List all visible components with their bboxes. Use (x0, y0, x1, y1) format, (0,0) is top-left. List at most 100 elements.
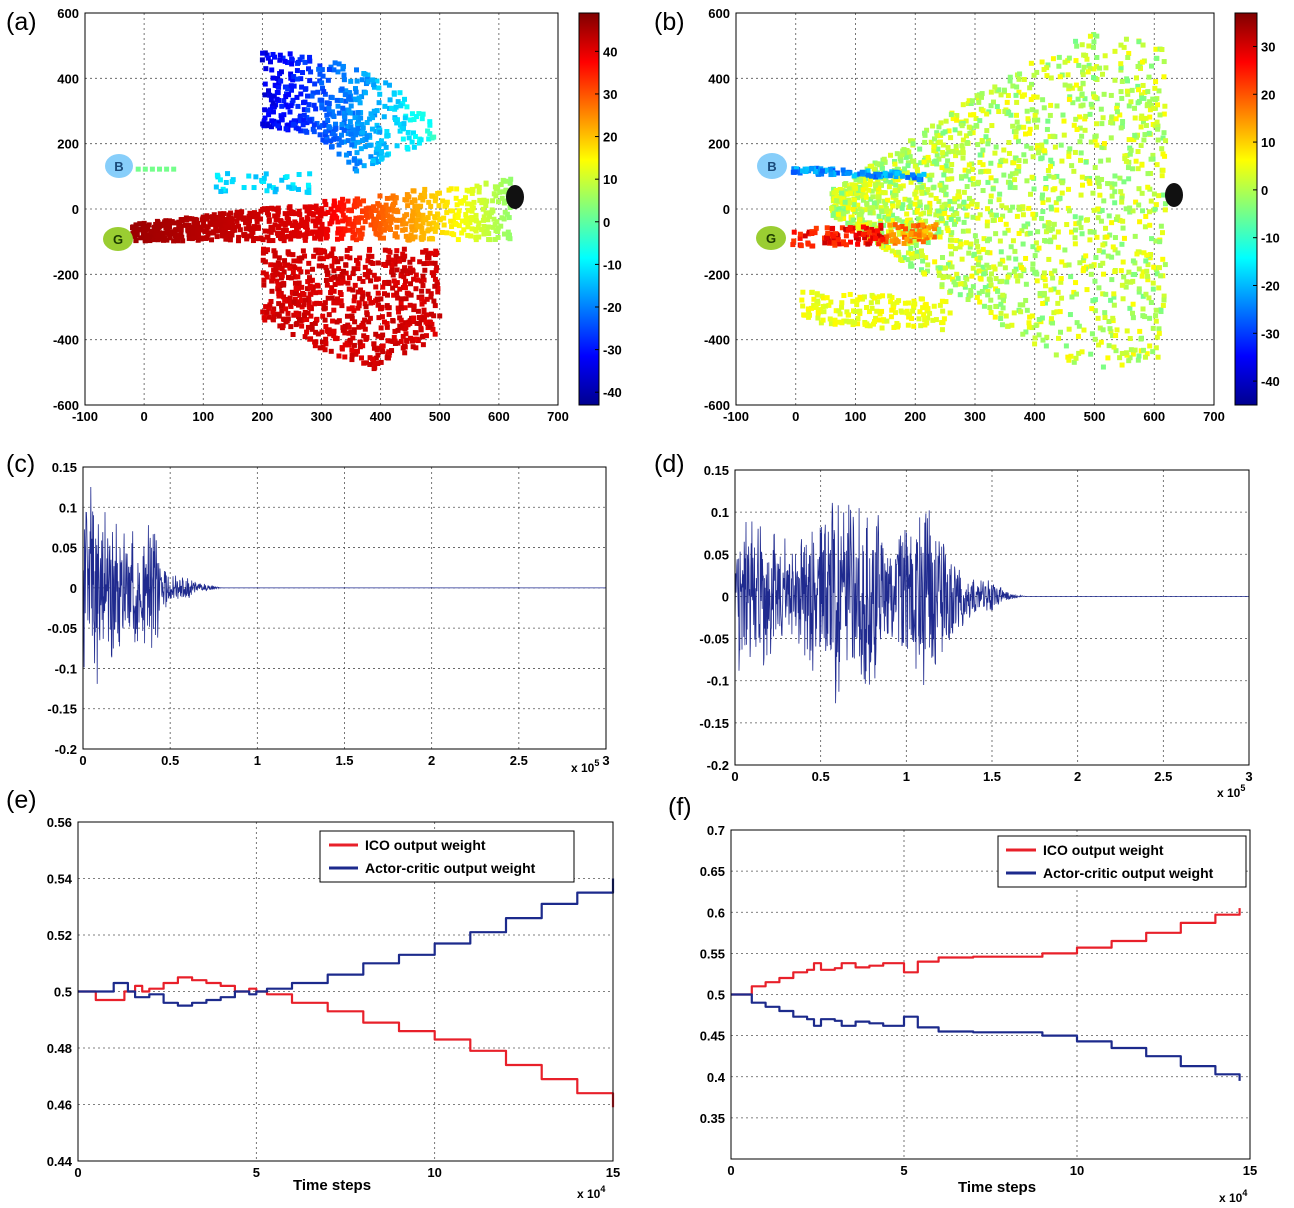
trajectory-point (1109, 220, 1115, 226)
trajectory-point (1087, 175, 1093, 181)
trajectory-point (347, 207, 353, 213)
trajectory-point (427, 319, 433, 325)
trajectory-point (1114, 109, 1120, 115)
trajectory-point (1051, 286, 1057, 292)
trajectory-point (809, 230, 815, 236)
trajectory-point (339, 132, 345, 138)
trajectory-point (406, 194, 412, 200)
trajectory-point (1153, 345, 1159, 351)
trajectory-point (971, 251, 977, 257)
trajectory-point (1025, 221, 1031, 227)
panel-f: 0 5 10 150.350.40.450.50.550.60.650.7 ICO o… (700, 823, 1258, 1205)
trajectory-point (936, 124, 942, 130)
trajectory-point (283, 94, 289, 100)
trajectory-point (271, 93, 277, 99)
x-tick-label: 0 (141, 409, 148, 424)
trajectory-point (467, 220, 473, 226)
trajectory-point (1145, 171, 1151, 177)
trajectory-point (913, 238, 919, 244)
trajectory-point (800, 289, 806, 295)
trajectory-point (906, 314, 912, 320)
trajectory-point (902, 166, 908, 172)
x-tick-label: 0.5 (812, 769, 830, 784)
trajectory-point (411, 303, 417, 309)
trajectory-point (414, 203, 420, 209)
trajectory-point (961, 189, 967, 195)
trajectory-point (997, 261, 1003, 267)
trajectory-point (406, 135, 412, 141)
trajectory-point (1059, 180, 1065, 186)
trajectory-point (260, 250, 266, 256)
trajectory-point (264, 309, 270, 315)
trajectory-point (324, 282, 330, 288)
trajectory-point (850, 217, 856, 223)
trajectory-point (403, 296, 409, 302)
multiplier-d: x 105 (1217, 783, 1245, 800)
trajectory-point (1062, 59, 1068, 65)
trajectory-point (1111, 294, 1117, 300)
trajectory-point (1143, 291, 1149, 297)
trajectory-point (824, 225, 830, 231)
trajectory-point (997, 162, 1003, 168)
trajectory-point (475, 225, 481, 231)
trajectory-point (925, 240, 931, 246)
trajectory-point (351, 308, 357, 314)
trajectory-point (959, 143, 965, 149)
trajectory-point (335, 280, 341, 286)
trajectory-point (1025, 118, 1031, 124)
trajectory-point (320, 85, 326, 91)
trajectory-point (1135, 83, 1141, 89)
trajectory-point (411, 276, 417, 282)
trajectory-point (434, 279, 440, 285)
legend-ico-f: ICO output weight (1043, 842, 1164, 858)
trajectory-point (1143, 122, 1149, 128)
trajectory-point (349, 313, 355, 319)
trajectory-point (1147, 99, 1153, 105)
trajectory-point (943, 151, 949, 157)
trajectory-point (329, 251, 335, 257)
trajectory-point (322, 131, 328, 137)
trajectory-point (971, 112, 977, 118)
trajectory-point (424, 260, 430, 266)
trajectory-point (962, 167, 968, 173)
trajectory-point (363, 304, 369, 310)
trajectory-point (849, 228, 855, 234)
trajectory-point (889, 307, 895, 313)
trajectory-point (994, 104, 1000, 110)
trajectory-point (223, 179, 229, 185)
trajectory-point (266, 108, 272, 114)
axes-frame-d (734, 469, 1250, 766)
trajectory-point (932, 136, 938, 142)
trajectory-point (251, 185, 257, 191)
trajectory-point (430, 272, 436, 278)
trajectory-point (1094, 142, 1100, 148)
trajectory-point (1160, 302, 1166, 308)
trajectory-point (251, 226, 257, 232)
series-line (78, 976, 615, 1108)
trajectory-point (1041, 274, 1047, 280)
trajectory-point (1049, 161, 1055, 167)
trajectory-point (939, 282, 945, 288)
trajectory-point (1084, 56, 1090, 62)
trajectory-point (193, 227, 199, 233)
trajectory-point (264, 188, 270, 194)
trajectory-point (1083, 113, 1089, 119)
trajectory-point (1077, 139, 1083, 145)
trajectory-point (799, 168, 805, 174)
trajectory-point (305, 107, 311, 113)
trajectory-point (992, 314, 998, 320)
trajectory-point (1031, 186, 1037, 192)
trajectory-point (1000, 258, 1006, 264)
trajectory-point (815, 310, 821, 316)
trajectory-point (975, 142, 981, 148)
trajectory-point (349, 357, 355, 363)
trajectory-point (892, 188, 898, 194)
trajectory-point (853, 232, 859, 238)
trajectory-point (328, 138, 334, 144)
trajectory-point (350, 136, 356, 142)
trajectory-point (399, 124, 405, 130)
trajectory-point (1121, 179, 1127, 185)
trajectory-point (1015, 138, 1021, 144)
trajectory-point (895, 249, 901, 255)
trajectory-point (1062, 82, 1068, 88)
